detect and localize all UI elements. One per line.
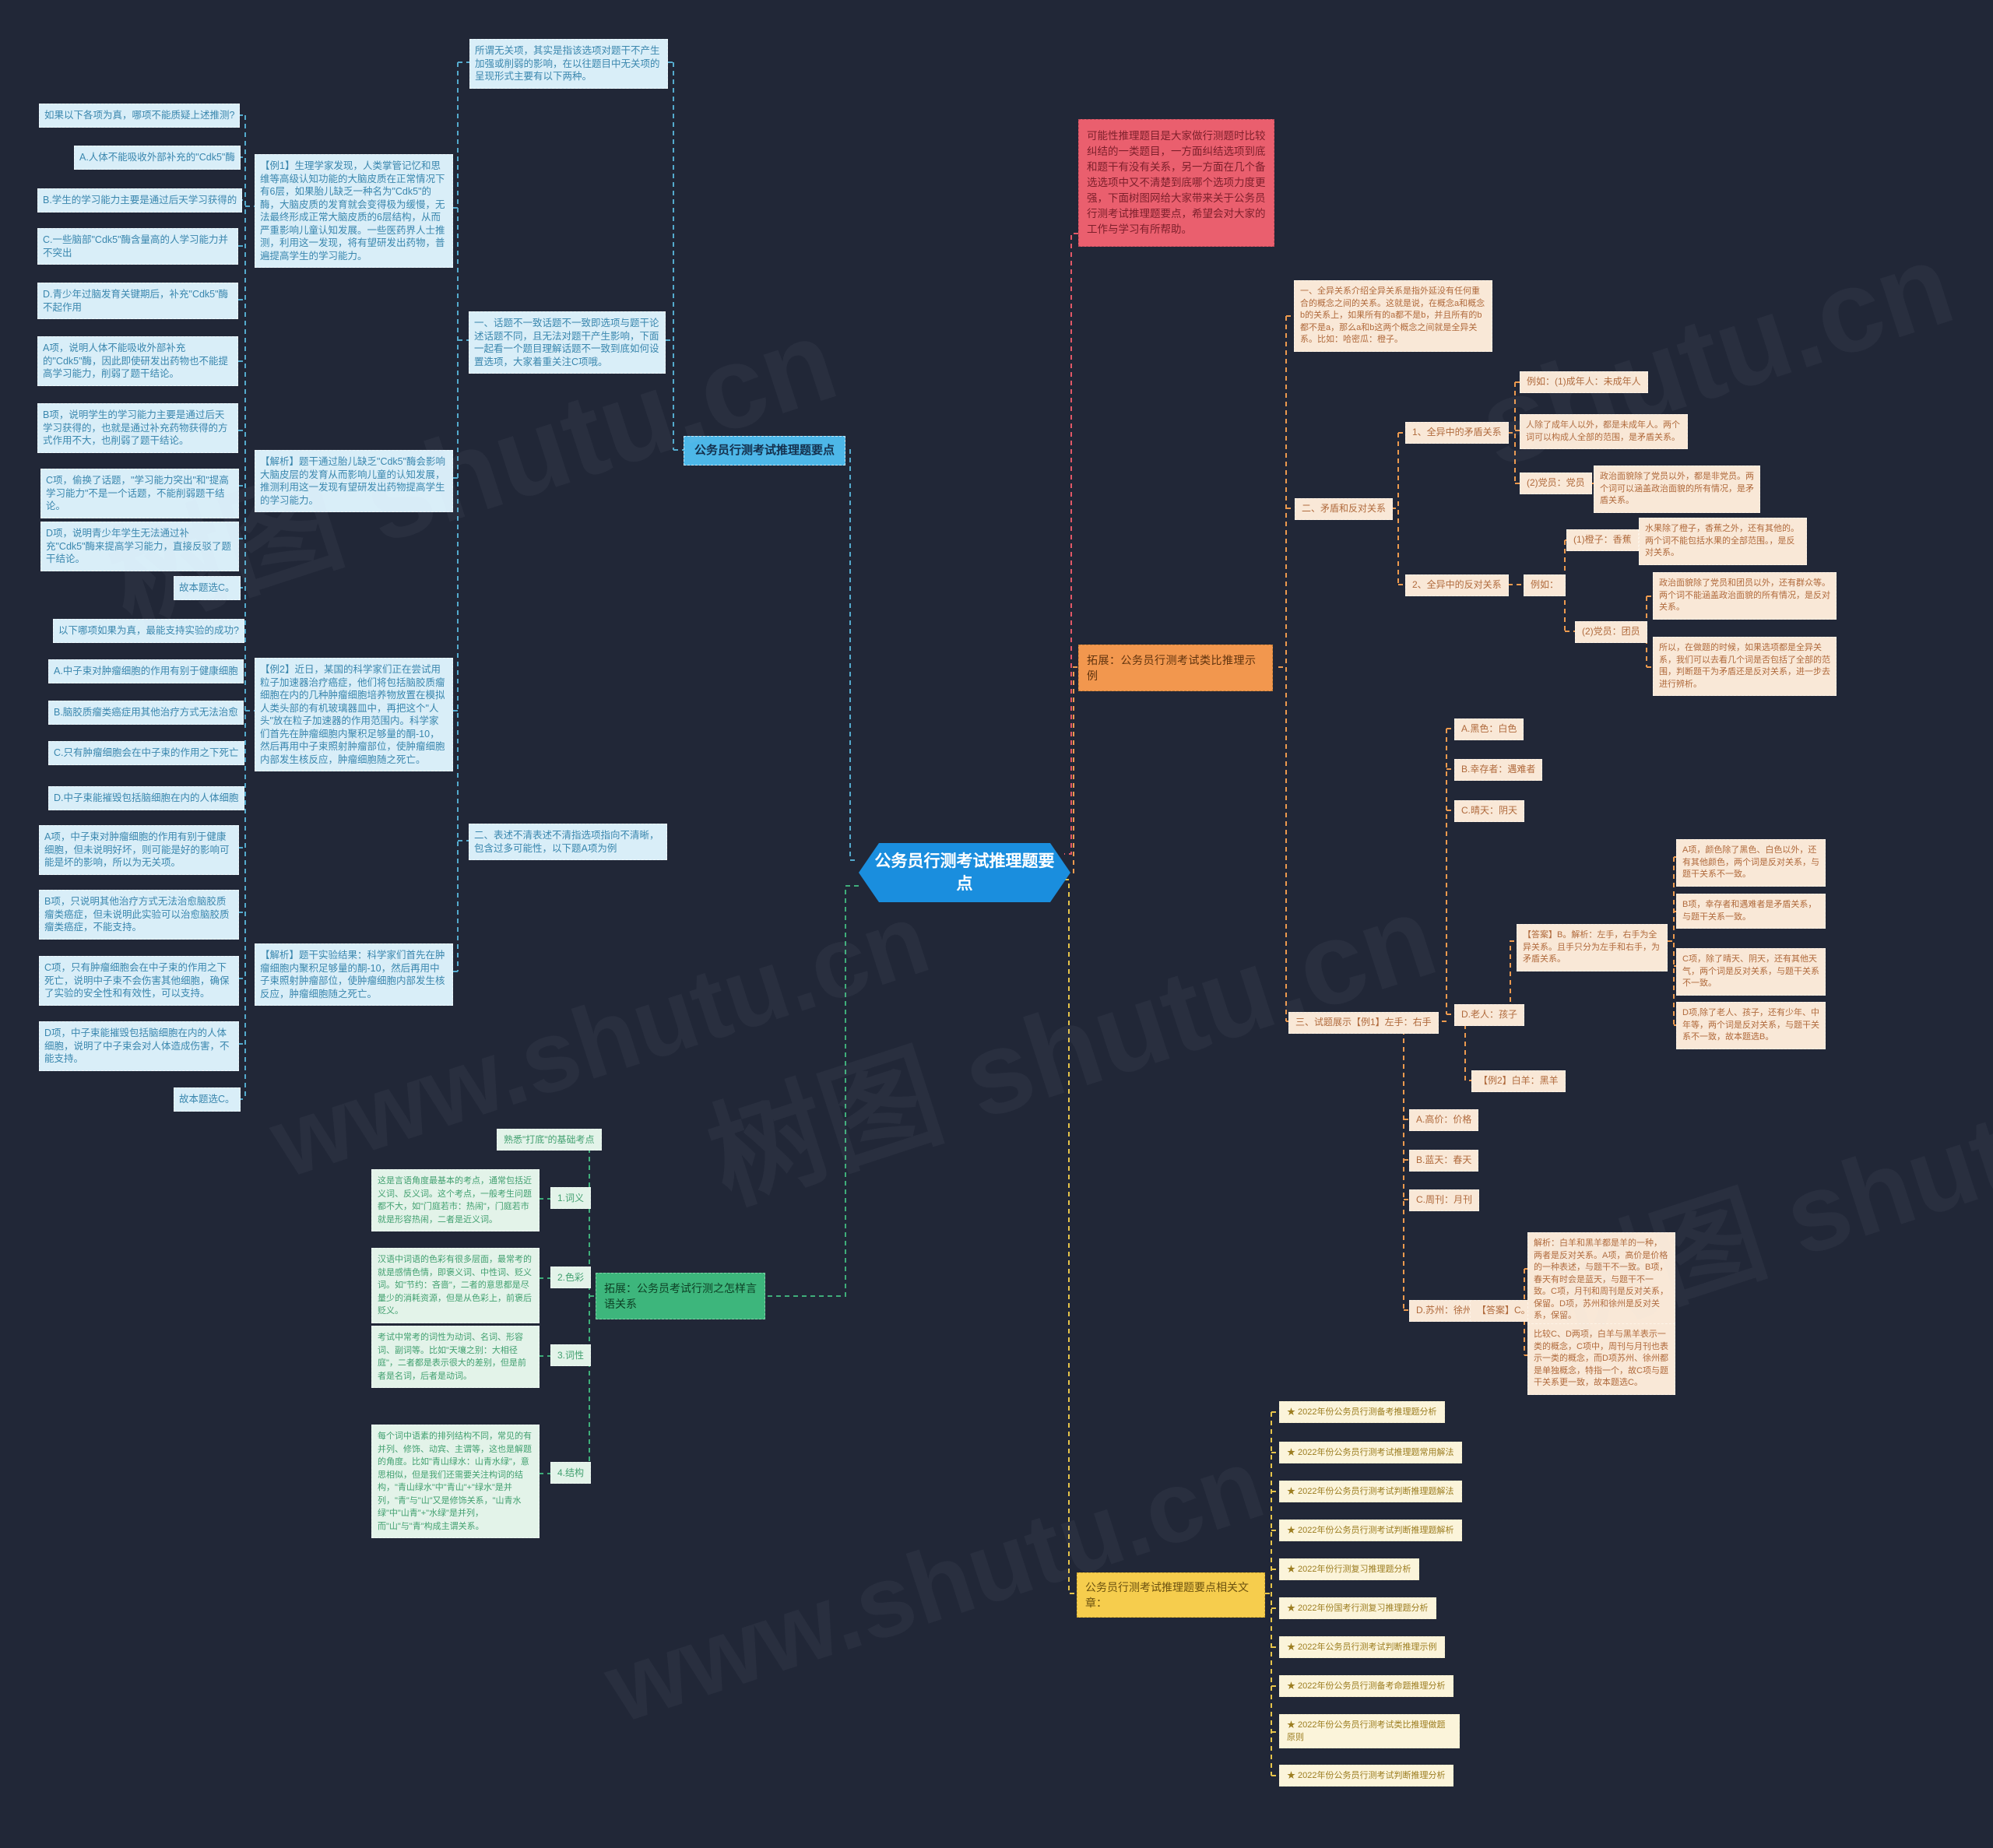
node-demo1-opt-b[interactable]: B.幸存者：遇难者 [1454, 759, 1543, 781]
node-q1[interactable]: 如果以下各项为真，哪项不能质疑上述推测? [39, 104, 241, 128]
node-q2-analysis-a[interactable]: A项，中子束对肿瘤细胞的作用有别于健康细胞，但未说明好坏，则可能是好的影响可能是… [39, 825, 239, 875]
node-demo2-opt-c[interactable]: C.周刊：月刊 [1409, 1189, 1480, 1211]
node-article-6[interactable]: ★ 2022年份国考行测复习推理题分析 [1279, 1597, 1436, 1619]
node-hub-articles[interactable]: 公务员行测考试推理题要点相关文章： [1077, 1572, 1265, 1618]
node-demo1-opt-d[interactable]: D.老人：孩子 [1454, 1004, 1525, 1026]
node-hub-left-topic[interactable]: 公务员行测考试推理题要点 [684, 436, 846, 466]
node-demo2-opt-d[interactable]: D.苏州：徐州 [1409, 1300, 1480, 1322]
node-demo2-opt-a[interactable]: A.高价：价格 [1409, 1109, 1479, 1131]
node-q2-answer[interactable]: 故本题选C。 [174, 1087, 241, 1112]
node-root-topic[interactable]: 公务员行测考试推理题要点 [859, 843, 1070, 902]
node-rel-eg2-note[interactable]: 政治面貌除了党员以外，都是非党员。两个词可以涵盖政治面貌的所有情况，是矛盾关系。 [1594, 466, 1760, 513]
node-verbal-1-note[interactable]: 这是言语角度最基本的考点，通常包括近义词、反义词。这个考点，一般考生问题都不大，… [371, 1169, 540, 1231]
node-demo2-jiexi[interactable]: 解析：白羊和黑羊都是羊的一种，两者是反对关系。A项，高价是价格的一种表述，与题干… [1527, 1232, 1675, 1328]
node-q1-opt-a[interactable]: A.人体不能吸收外部补充的"Cdk5"酶 [74, 146, 241, 170]
node-demo2-opt-b[interactable]: B.蓝天：春天 [1409, 1150, 1479, 1172]
node-example1-jiexi[interactable]: 【解析】题干通过胎儿缺乏"Cdk5"酶会影响大脑皮层的发育从而影响儿童的认知发展… [255, 450, 453, 512]
connector-line [1064, 879, 1077, 1594]
node-rel-contradiction[interactable]: 1、全异中的矛盾关系 [1405, 422, 1509, 444]
node-q2-analysis-d[interactable]: D项，中子束能摧毁包括脑细胞在内的人体细胞，说明了中子束会对人体造成伤害，不能支… [39, 1021, 239, 1071]
connector-line [765, 885, 859, 1297]
node-rel-eg3[interactable]: (1)橙子：香蕉 [1566, 529, 1639, 551]
node-q2-opt-a[interactable]: A.中子束对肿瘤细胞的作用有别于健康细胞 [48, 659, 244, 683]
node-hub-analogy[interactable]: 拓展：公务员行测考试类比推理示例 [1078, 645, 1273, 691]
node-demo1-opt-a[interactable]: A.黑色：白色 [1454, 718, 1524, 740]
node-q2[interactable]: 以下哪项如果为真，最能支持实验的成功? [53, 619, 244, 643]
node-rel-eg4-note[interactable]: 政治面貌除了党员和团员以外，还有群众等。两个词不能涵盖政治面貌的所有情况，是反对… [1653, 572, 1837, 620]
node-rel-summary[interactable]: 所以，在做题的时候，如果选项都是全异关系，我们可以去看几个词是否包括了全部的范围… [1653, 637, 1837, 696]
node-q2-opt-b[interactable]: B.脑胶质瘤类癌症用其他治疗方式无法治愈 [48, 701, 244, 725]
node-rel-opposition[interactable]: 2、全异中的反对关系 [1405, 574, 1509, 596]
connector-line [1464, 1024, 1471, 1081]
node-demo1-answer[interactable]: 【答案】B。解析：左手，右手为全异关系。且手只分为左手和右手，为矛盾关系。 [1517, 924, 1668, 971]
node-example2[interactable]: 【例2】近日，某国的科学家们正在尝试用粒子加速器治疗癌症，他们将包括脑胶质瘤细胞… [255, 658, 453, 771]
node-verbal-3[interactable]: 3.词性 [550, 1344, 592, 1366]
node-rel-eg-label[interactable]: 例如： [1524, 574, 1566, 596]
node-demo1-analysis-b[interactable]: B项，幸存者和遇难者是矛盾关系，与题干关系一致。 [1676, 894, 1826, 929]
node-rel-eg3-note[interactable]: 水果除了橙子，香蕉之外，还有其他的。两个词不能包括水果的全部范围。，是反对关系。 [1639, 518, 1807, 565]
node-demo-title[interactable]: 三、试题展示【例1】左手：右手 [1288, 1012, 1439, 1034]
node-verbal-title[interactable]: 熟悉"打底"的基础考点 [497, 1129, 602, 1151]
node-q2-opt-c[interactable]: C.只有肿瘤细胞会在中子束的作用之下死亡 [48, 741, 244, 765]
node-q2-opt-d[interactable]: D.中子束能摧毁包括脑细胞在内的人体细胞 [48, 786, 244, 810]
node-rel-eg4[interactable]: (2)党员：团员 [1575, 621, 1647, 643]
node-q1-opt-b[interactable]: B.学生的学习能力主要是通过后天学习获得的 [37, 188, 243, 213]
node-demo1-opt-c[interactable]: C.晴天：阴天 [1454, 800, 1525, 822]
node-note-topic-mismatch[interactable]: 一、话题不一致话题不一致即选项与题干论述话题不同，且无法对题干产生影响，下面一起… [469, 311, 666, 374]
node-example1[interactable]: 【例1】生理学家发现，人类掌管记忆和思维等高级认知功能的大脑皮质在正常情况下有6… [255, 154, 453, 268]
connector-line [1064, 233, 1078, 855]
node-demo1-analysis-c[interactable]: C项，除了晴天、阴天，还有其他天气，两个词是反对关系，与题干关系不一致。 [1676, 948, 1826, 996]
node-rel-intro[interactable]: 一、全异关系介绍全异关系是指外延没有任何重合的概念之间的关系。这就是说，在概念a… [1294, 280, 1492, 352]
node-verbal-2[interactable]: 2.色彩 [550, 1267, 592, 1288]
node-q1-answer[interactable]: 故本题选C。 [174, 576, 241, 600]
node-demo1-analysis-d[interactable]: D项,除了老人、孩子，还有少年、中年等，两个词是反对关系，与题干关系不一致，故本… [1676, 1002, 1826, 1049]
node-note-irrelevant[interactable]: 所谓无关项，其实是指该选项对题干不产生加强或削弱的影响，在以往题目中无关项的呈现… [469, 39, 668, 89]
node-verbal-1[interactable]: 1.词义 [550, 1187, 592, 1209]
node-note-unclear[interactable]: 二、表述不清表述不清指选项指向不清晰，包含过多可能性，以下题A项为例 [469, 824, 667, 860]
node-article-5[interactable]: ★ 2022年份行测复习推理题分析 [1279, 1558, 1419, 1580]
node-article-4[interactable]: ★ 2022年份公务员行测考试判断推理题解析 [1279, 1520, 1462, 1541]
node-demo1-analysis-a[interactable]: A项，颜色除了黑色、白色以外，还有其他颜色，两个词是反对关系，与题干关系不一致。 [1676, 839, 1826, 887]
node-article-10[interactable]: ★ 2022年份公务员行测考试判断推理分析 [1279, 1765, 1453, 1787]
node-q1-opt-c[interactable]: C.一些脑部"Cdk5"酶含量高的人学习能力并不突出 [37, 228, 238, 265]
node-q1-analysis-c[interactable]: C项，偷换了话题，"学习能力突出"和"提高学习能力"不是一个话题，不能削弱题干结… [40, 469, 239, 518]
node-intro-red[interactable]: 可能性推理题目是大家做行测题时比较纠结的一类题目，一方面纠结选项到底和题干有没有… [1078, 119, 1274, 247]
node-demo2-answer[interactable]: 【答案】C。 [1470, 1300, 1538, 1322]
node-verbal-2-note[interactable]: 汉语中词语的色彩有很多层面，最常考的就是感情色情，即褒义词、中性词、贬义词。如"… [371, 1248, 540, 1323]
node-q2-analysis-c[interactable]: C项，只有肿瘤细胞会在中子束的作用之下死亡，说明中子束不会伤害其他细胞，确保了实… [39, 956, 239, 1006]
node-verbal-4-note[interactable]: 每个词中语素的排列结构不同，常见的有并列、修饰、动宾、主谓等，这也是解题的角度。… [371, 1425, 540, 1538]
node-demo2-compare[interactable]: 比较C、D两项，白羊与黑羊表示一类的概念，C项中，周刊与月刊也表示一类的概念，而… [1527, 1323, 1675, 1395]
node-rel-duality[interactable]: 二、矛盾和反对关系 [1295, 498, 1394, 520]
node-example2-jiexi[interactable]: 【解析】题干实验结果：科学家们首先在肿瘤细胞内聚积足够量的酮-10，然后再用中子… [255, 943, 453, 1006]
node-demo2-title[interactable]: 【例2】白羊：黑羊 [1471, 1070, 1566, 1092]
node-q1-opt-d[interactable]: D.青少年过脑发育关键期后，补充"Cdk5"酶不起作用 [37, 283, 238, 319]
node-article-2[interactable]: ★ 2022年份公务员行测考试推理题常用解法 [1279, 1442, 1462, 1463]
node-article-9[interactable]: ★ 2022年份公务员行测考试类比推理做题原则 [1279, 1714, 1460, 1748]
node-article-8[interactable]: ★ 2022年份公务员行测备考命题推理分析 [1279, 1675, 1453, 1697]
node-q1-analysis-a[interactable]: A项，说明人体不能吸收外部补充的"Cdk5"酶，因此即使研发出药物也不能提高学习… [37, 336, 238, 386]
node-rel-eg1-note[interactable]: 人除了成年人以外，都是未成年人。两个词可以构成人全部的范围，是矛盾关系。 [1520, 414, 1688, 449]
node-article-7[interactable]: ★ 2022年公务员行测考试判断推理示例 [1279, 1636, 1445, 1658]
node-article-3[interactable]: ★ 2022年份公务员行测考试判断推理题解法 [1279, 1481, 1462, 1502]
node-rel-eg1[interactable]: 例如：(1)成年人：未成年人 [1520, 371, 1648, 393]
node-q1-analysis-d[interactable]: D项，说明青少年学生无法通过补充"Cdk5"酶来提高学习能力，直接反驳了题干结论… [40, 522, 239, 571]
node-verbal-3-note[interactable]: 考试中常考的词性为动词、名词、形容词、副词等。比如"天壤之别：大相径庭"，二者都… [371, 1326, 540, 1388]
node-article-1[interactable]: ★ 2022年份公务员行测备考推理题分析 [1279, 1401, 1445, 1423]
node-rel-eg2[interactable]: (2)党员：党员 [1520, 473, 1592, 494]
node-q2-analysis-b[interactable]: B项，只说明其他治疗方式无法治愈脑胶质瘤类癌症，但未说明此实验可以治愈脑胶质瘤类… [39, 890, 239, 940]
node-q1-analysis-b[interactable]: B项，说明学生的学习能力主要是通过后天学习获得的，也就是通过补充药物获得的方式作… [37, 403, 238, 453]
node-verbal-4[interactable]: 4.结构 [550, 1462, 592, 1484]
node-hub-verbal[interactable]: 拓展：公务员考试行测之怎样言语关系 [596, 1273, 765, 1319]
